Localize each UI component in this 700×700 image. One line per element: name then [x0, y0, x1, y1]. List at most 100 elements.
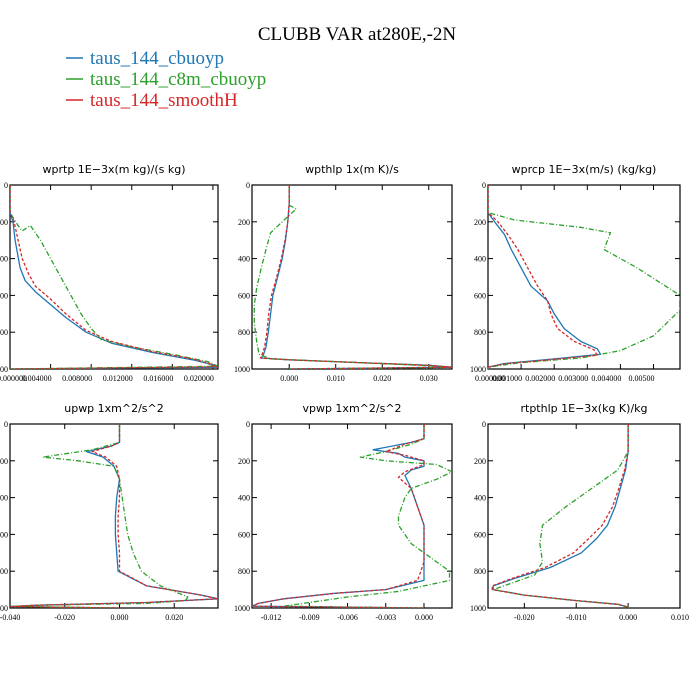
chart-panel-4: upwp 1xm^2/s^2 0 200 400 600 800 1000-0.040 -0.…: [0, 402, 219, 622]
y-tick-label: 600: [238, 530, 250, 539]
x-tick-label: -0.012: [261, 613, 282, 622]
y-tick-label: 600: [474, 530, 486, 539]
series-line-taus-144-cbuoyp: [10, 185, 218, 369]
series-group: [10, 185, 218, 369]
legend-label-cbuoyp: taus_144_cbuoyp: [90, 48, 224, 69]
chart-panel-3: wprcp 1E−3x(m/s) (kg/kg) 0 200 400 600 800 100…: [470, 163, 681, 383]
x-tick-label: 0.001000: [492, 374, 522, 383]
y-tick-label: 800: [474, 328, 486, 337]
y-tick-label: 800: [0, 328, 8, 337]
chart-title: wpthlp 1x(m K)/s: [305, 163, 399, 176]
y-tick-label: 200: [474, 218, 486, 227]
y-tick-label: 600: [238, 291, 250, 300]
series-line-taus-144-smoothh: [10, 185, 218, 369]
series-line-taus-144-cbuoyp: [252, 424, 425, 608]
y-tick-label: 600: [474, 291, 486, 300]
plot-frame: [251, 423, 453, 609]
x-tick-label: 0.008000: [62, 374, 92, 383]
y-tick-label: 0: [482, 420, 486, 429]
chart-title: upwp 1xm^2/s^2: [64, 402, 164, 415]
plot-frame: [487, 184, 681, 370]
series-line-taus-144-cbuoyp: [260, 185, 452, 369]
series-group: [10, 424, 218, 608]
figure-title: CLUBB VAR at280E,-2N: [258, 24, 457, 45]
x-tick-label: -0.020: [514, 613, 535, 622]
x-tick-label: 0.00500: [629, 374, 655, 383]
series-line-taus-144-c8m-cbuoyp: [253, 185, 452, 369]
chart-title: wprtp 1E−3x(m kg)/(s kg): [43, 163, 186, 176]
x-tick-label: -0.006: [337, 613, 358, 622]
y-tick-label: 400: [0, 494, 8, 503]
x-tick-label: 0.016000: [143, 374, 173, 383]
chart-title: vpwp 1xm^2/s^2: [302, 402, 401, 415]
x-tick-label: 0.004000: [22, 374, 52, 383]
y-tick-label: 400: [0, 255, 8, 264]
y-tick-label: 1000: [234, 365, 250, 374]
x-tick-label: 0.000: [619, 613, 637, 622]
y-tick-label: 0: [246, 420, 250, 429]
series-line-taus-144-c8m-cbuoyp: [492, 424, 629, 608]
y-tick-label: 0: [482, 181, 486, 190]
series-line-taus-144-c8m-cbuoyp: [10, 424, 189, 608]
y-tick-label: 1000: [470, 365, 486, 374]
legend-label-c8m-cbuoyp: taus_144_c8m_cbuoyp: [90, 69, 266, 90]
y-tick-label: 0: [4, 181, 8, 190]
series-line-taus-144-smoothh: [10, 424, 218, 608]
plot-frame: [9, 423, 219, 609]
chart-panel-2: wpthlp 1x(m K)/s 0 200 400 600 800 1000 0.000 0.…: [234, 163, 453, 383]
x-tick-label: 0.020: [165, 613, 183, 622]
x-tick-label: -0.040: [0, 613, 20, 622]
y-tick-label: 1000: [234, 604, 250, 613]
x-tick-label: -0.003: [375, 613, 396, 622]
y-tick-label: 800: [474, 567, 486, 576]
x-tick-label: 0.020000: [184, 374, 214, 383]
y-tick-label: 200: [238, 457, 250, 466]
y-tick-label: 800: [238, 567, 250, 576]
y-tick-label: 800: [0, 567, 8, 576]
x-tick-label: -0.010: [566, 613, 587, 622]
y-tick-label: 0: [246, 181, 250, 190]
x-tick-label: 0.000: [110, 613, 128, 622]
y-tick-label: 0: [4, 420, 8, 429]
chart-title: wprcp 1E−3x(m/s) (kg/kg): [512, 163, 657, 176]
series-group: [488, 185, 680, 369]
series-line-taus-144-c8m-cbuoyp: [488, 185, 680, 369]
y-tick-label: 200: [0, 457, 8, 466]
chart-title: rtpthlp 1E−3x(kg K)/kg: [520, 402, 647, 415]
y-tick-label: 600: [0, 530, 8, 539]
legend-label-smoothh: taus_144_smoothH: [90, 90, 238, 111]
legend: taus_144_cbuoyp taus_144_c8m_cbuoyp taus…: [66, 48, 266, 111]
x-tick-label: 0.020: [373, 374, 391, 383]
x-tick-label: 0.000000: [475, 374, 505, 383]
x-tick-label: 0.012000: [103, 374, 133, 383]
series-group: [252, 424, 452, 608]
y-tick-label: 1000: [0, 365, 8, 374]
series-line-taus-144-cbuoyp: [488, 185, 602, 369]
x-tick-label: 0.003000: [558, 374, 588, 383]
y-tick-label: 800: [238, 328, 250, 337]
x-tick-label: 0.030: [420, 374, 438, 383]
y-tick-label: 400: [238, 255, 250, 264]
plot-frame: [251, 184, 453, 370]
series-group: [491, 424, 629, 608]
y-tick-label: 200: [474, 457, 486, 466]
y-tick-label: 200: [238, 218, 250, 227]
x-tick-label: -0.020: [54, 613, 75, 622]
y-tick-label: 1000: [0, 604, 8, 613]
y-tick-label: 400: [238, 494, 250, 503]
series-line-taus-144-c8m-cbuoyp: [10, 185, 218, 369]
chart-panel-5: vpwp 1xm^2/s^2 0 200 400 600 800 1000 -0.012 -0.…: [234, 402, 453, 622]
x-tick-label: -0.009: [299, 613, 320, 622]
series-group: [253, 185, 452, 369]
y-tick-label: 400: [474, 255, 486, 264]
x-tick-label: 0.010: [671, 613, 689, 622]
series-line-taus-144-smoothh: [259, 185, 452, 369]
x-tick-label: 0.000: [280, 374, 298, 383]
x-tick-label: 0.000: [415, 613, 433, 622]
chart-panel-6: rtpthlp 1E−3x(kg K)/kg 0 200 400 600 800 1000 -…: [470, 402, 689, 622]
series-line-taus-144-c8m-cbuoyp: [283, 424, 452, 608]
series-line-taus-144-smoothh: [488, 185, 598, 369]
plot-frame: [9, 184, 219, 370]
y-tick-label: 600: [0, 291, 8, 300]
